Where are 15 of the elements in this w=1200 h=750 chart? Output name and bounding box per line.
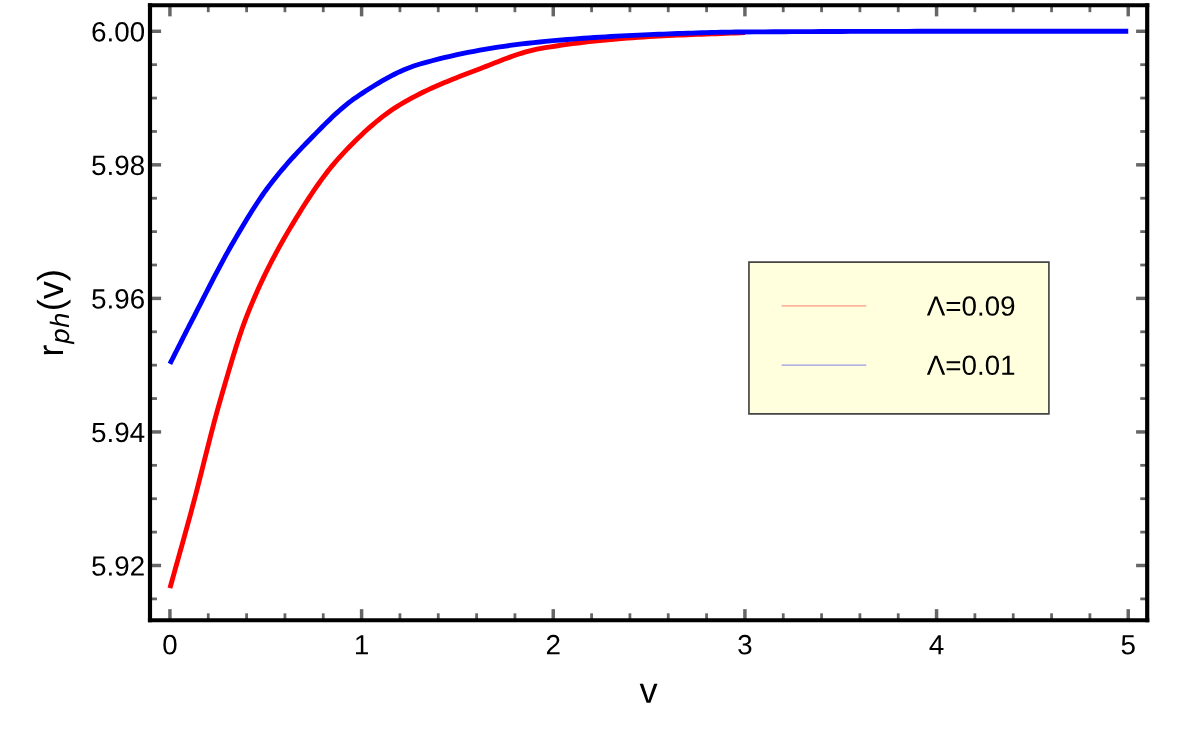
x-tick-label: 1 [355, 635, 368, 655]
y-tick-label: 6.00 [92, 21, 145, 42]
y-tick-label: 5.98 [92, 155, 144, 176]
x-axis-title: v [639, 683, 658, 703]
legend-label: Λ=0.09 [926, 296, 1015, 316]
x-tick-label: 4 [929, 635, 944, 655]
x-tick-label: 2 [546, 634, 560, 655]
y-tick-label: 5.92 [92, 556, 144, 576]
y-tick-label: 5.96 [92, 289, 144, 309]
legend-label: Λ=0.01 [926, 355, 1015, 376]
x-tick-label: 0 [163, 634, 177, 655]
y-axis-title: r$_{ph}$(v) [36, 271, 75, 355]
y-tick-label: 5.94 [92, 422, 145, 443]
x-tick-label: 3 [738, 634, 752, 655]
x-tick-label: 5 [1121, 635, 1135, 655]
